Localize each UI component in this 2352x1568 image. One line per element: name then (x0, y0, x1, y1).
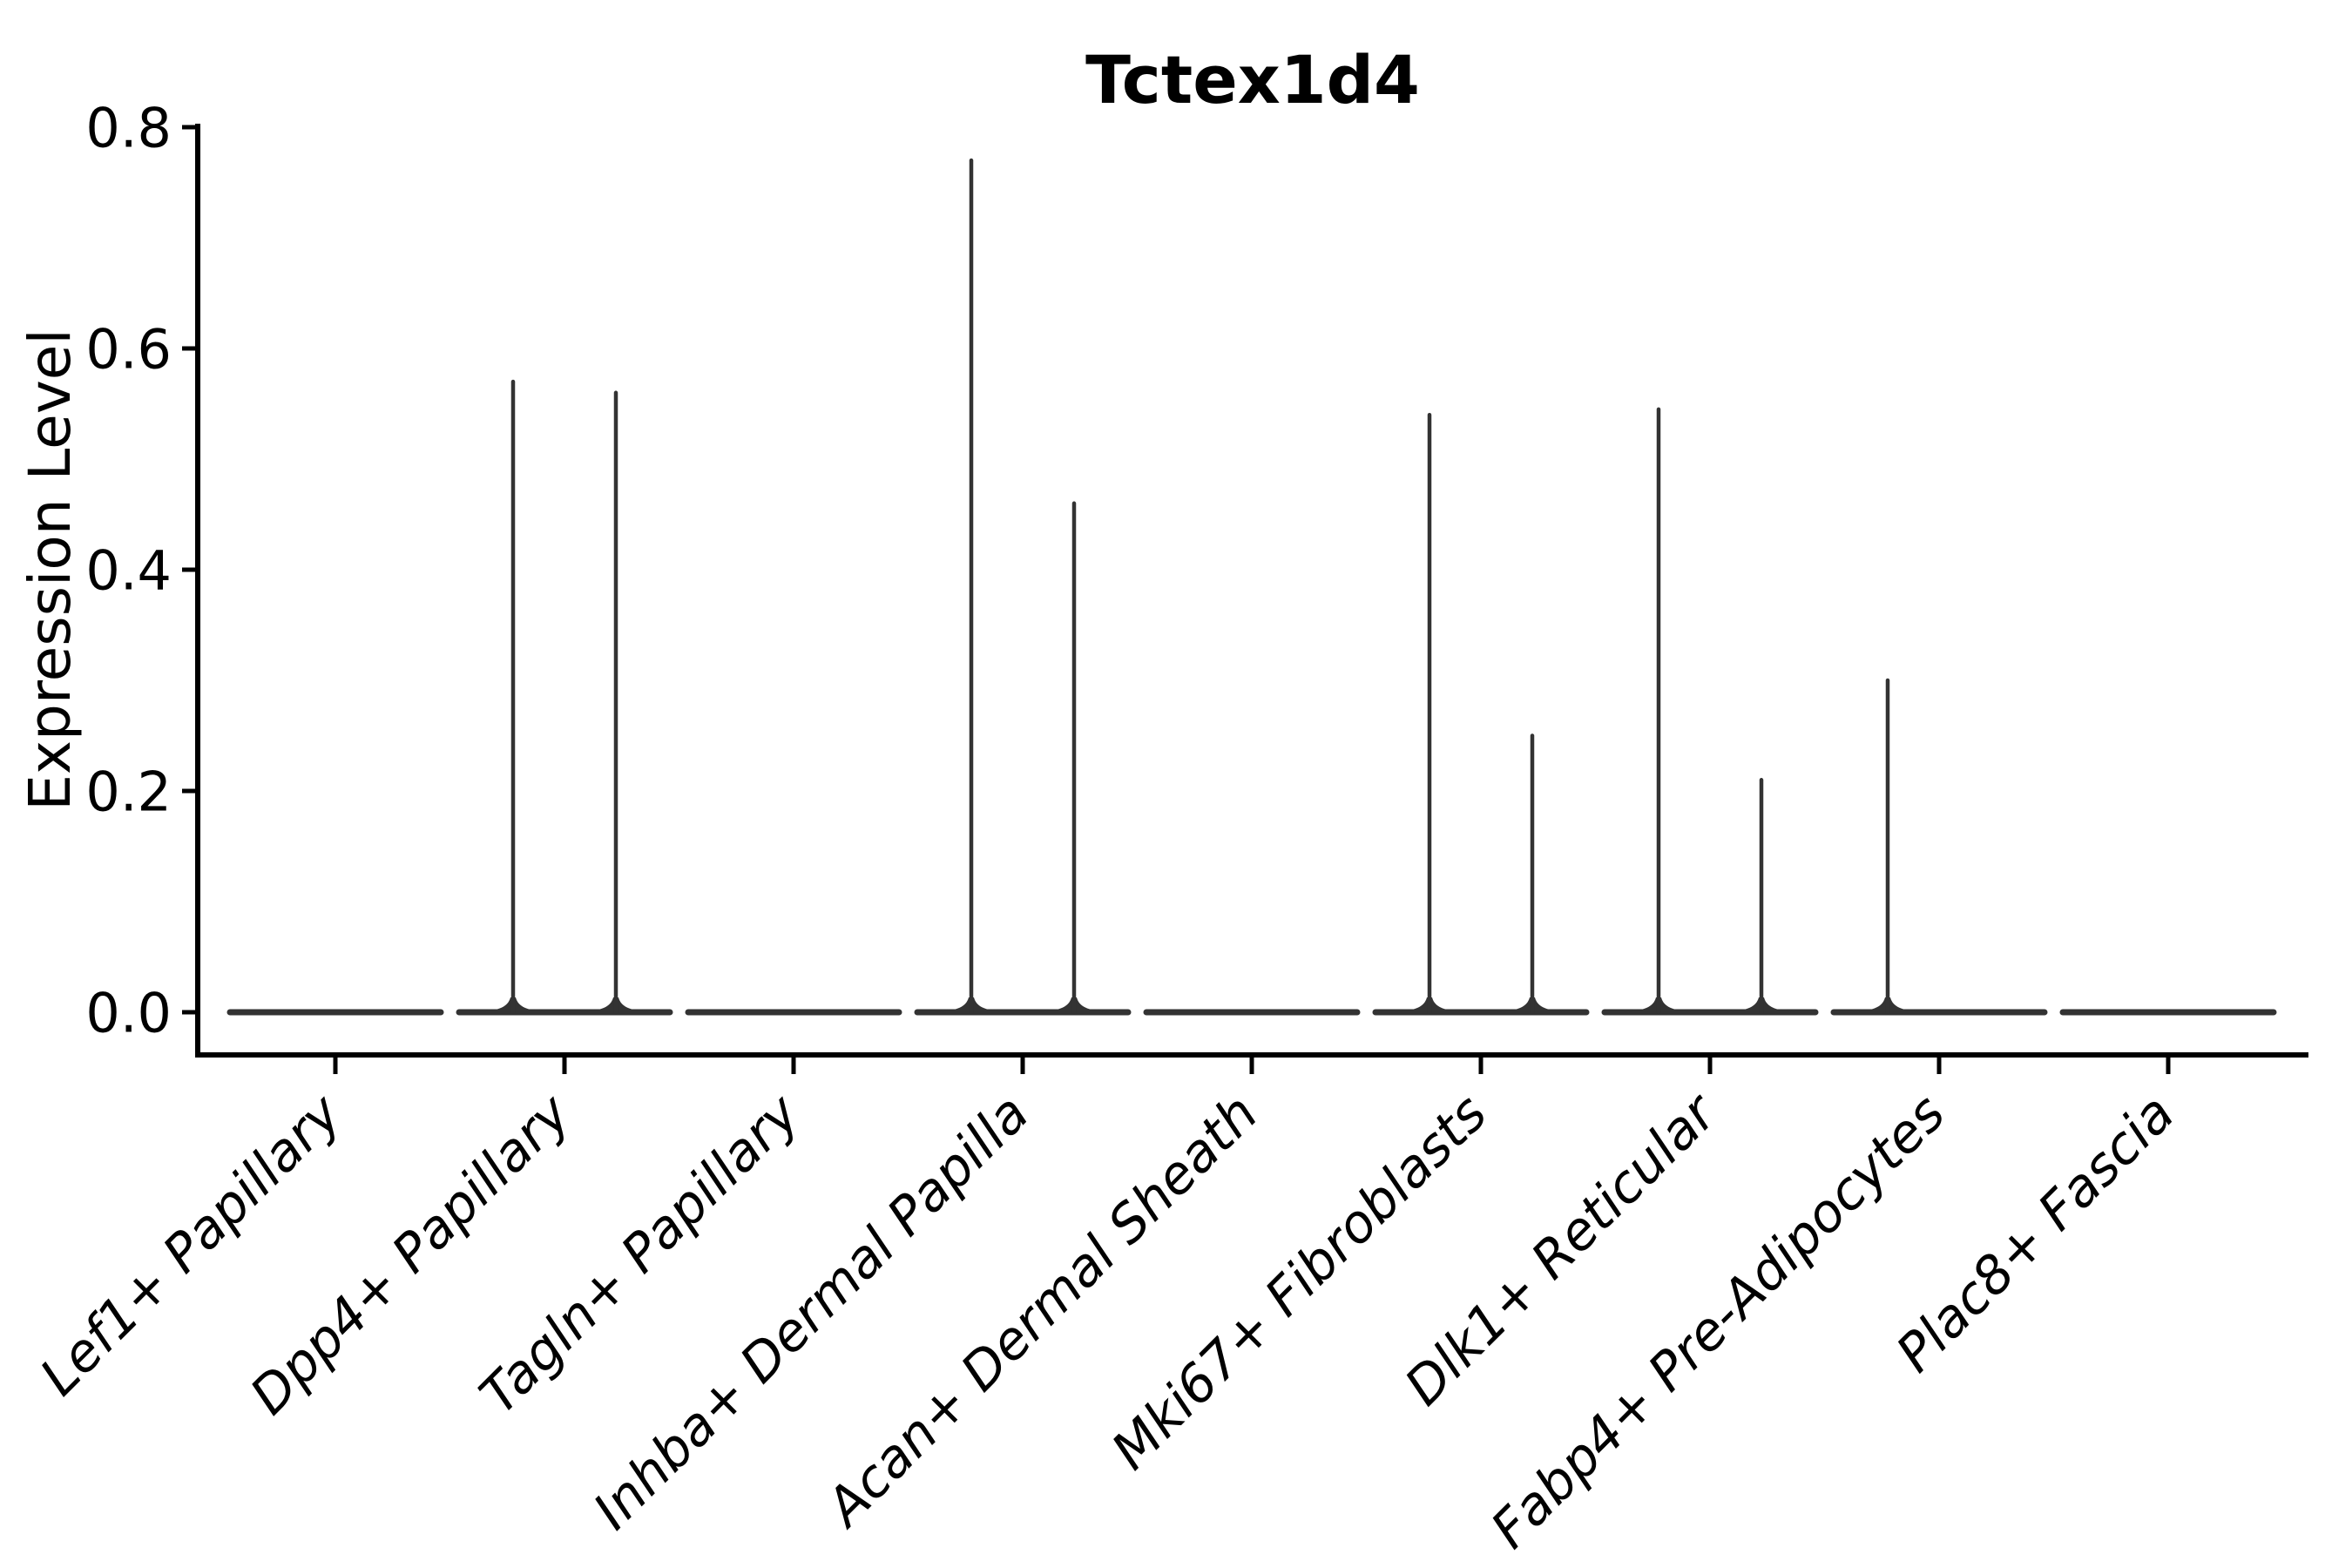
x-tick-label: Inhba+ Dermal Papilla (582, 1083, 1040, 1541)
x-tick-label: Acan+ Dermal Sheath (813, 1083, 1270, 1540)
chart-title: Tctex1d4 (1085, 41, 1420, 118)
x-tick-label: Fabp4+ Pre-Adipocytes (1479, 1083, 1957, 1560)
y-tick-label: 0.8 (85, 96, 172, 159)
y-axis-label: Expression Level (17, 328, 84, 810)
y-tick-label: 0.4 (85, 538, 172, 602)
y-tick-label: 0.2 (85, 760, 172, 823)
y-tick-label: 0.6 (85, 317, 172, 381)
x-tick-label: Mki67+ Fibroblasts (1100, 1083, 1499, 1482)
y-tick-label: 0.0 (85, 981, 172, 1044)
